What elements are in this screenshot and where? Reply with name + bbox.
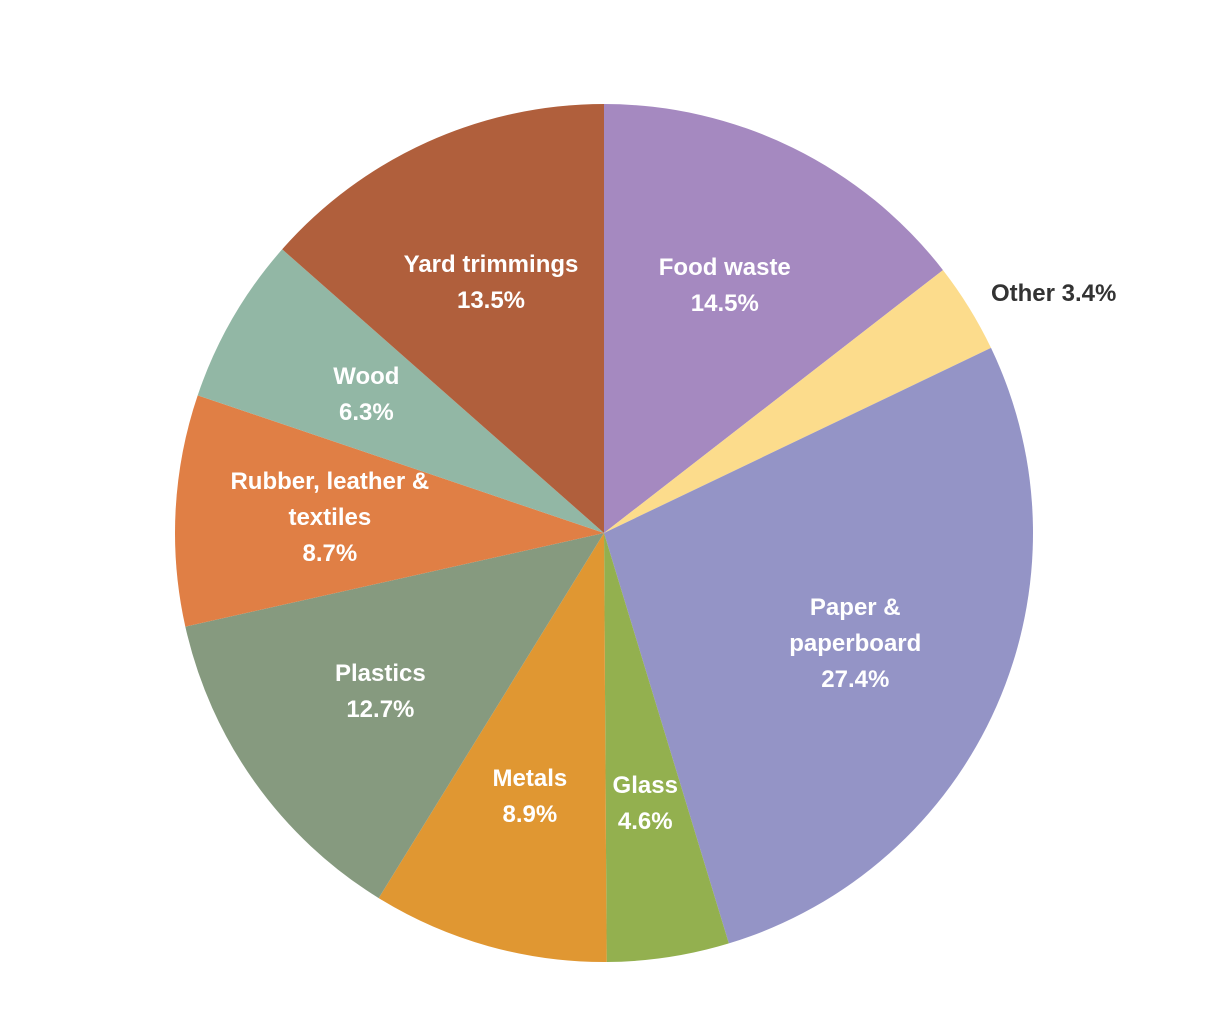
- pie-slice: [175, 395, 604, 627]
- slice-label: Yard trimmings 13.5%: [386, 247, 596, 319]
- slice-label: Food waste 14.5%: [620, 250, 830, 322]
- category-label: Food waste: [658, 254, 791, 282]
- value-label: 8.9%: [502, 801, 558, 829]
- value-label: 13.5%: [456, 286, 526, 314]
- slice-label: Rubber, leather & textiles 8.7%: [225, 464, 435, 572]
- value-label: 6.3%: [339, 399, 394, 427]
- category-label: Paper & paperboard: [789, 593, 922, 657]
- pie-slice: [282, 104, 604, 533]
- category-label: Other: [990, 280, 1055, 308]
- category-label: Rubber, leather & textiles: [230, 468, 430, 532]
- value-label: 14.5%: [690, 290, 759, 318]
- pie-slice: [378, 533, 607, 962]
- category-label: Plastics: [334, 660, 426, 688]
- pie-slice: [604, 104, 943, 533]
- value-label: 3.4%: [1061, 280, 1117, 308]
- pie-slice: [604, 533, 729, 962]
- slice-label: Metals 8.9%: [425, 761, 635, 833]
- pie-slice: [604, 347, 1033, 944]
- slice-label: Paper & paperboard 27.4%: [750, 590, 960, 698]
- slice-label: Wood 6.3%: [261, 359, 471, 431]
- category-label: Metals: [492, 765, 568, 793]
- value-label: 12.7%: [346, 696, 415, 724]
- value-label: 4.6%: [617, 808, 673, 836]
- category-label: Yard trimmings: [403, 250, 579, 278]
- slice-label: Other 3.4%: [991, 276, 1116, 312]
- slice-label: Glass 4.6%: [540, 768, 750, 840]
- category-label: Wood: [333, 363, 400, 391]
- value-label: 27.4%: [821, 665, 890, 693]
- pie-slice: [197, 249, 604, 533]
- pie-slice: [185, 533, 604, 899]
- category-label: Glass: [612, 772, 678, 800]
- slice-label: Plastics 12.7%: [275, 656, 485, 728]
- pie-slice: [604, 270, 992, 533]
- value-label: 8.7%: [302, 540, 358, 568]
